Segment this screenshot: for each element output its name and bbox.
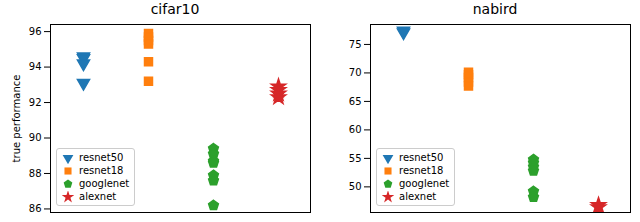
svg-text:94: 94 [29,61,42,72]
html-text:googlenet: googlenet [79,178,130,189]
html-text:resnet50: resnet50 [399,152,444,163]
svg-text:true performance: true performance [11,75,22,163]
svg-text:92: 92 [29,97,42,108]
html-text:cifar10: cifar10 [150,1,200,17]
html-text:nabird: nabird [472,1,518,17]
svg-text:96: 96 [29,26,42,37]
svg-text:75: 75 [349,39,362,50]
html-text:resnet18: resnet18 [79,165,124,176]
svg-text:50: 50 [349,181,362,192]
html-text:resnet18: resnet18 [399,165,444,176]
svg-text:88: 88 [29,168,42,179]
html-text:alexnet: alexnet [399,191,437,202]
svg-text:86: 86 [29,203,42,214]
svg-text:70: 70 [349,67,362,78]
svg-text:65: 65 [349,96,362,107]
svg-text:90: 90 [29,132,42,143]
svg-text:60: 60 [349,124,362,135]
html-text:googlenet: googlenet [399,178,450,189]
html-text:alexnet: alexnet [79,191,117,202]
svg-text:55: 55 [349,153,362,164]
html-text:resnet50: resnet50 [79,152,124,163]
